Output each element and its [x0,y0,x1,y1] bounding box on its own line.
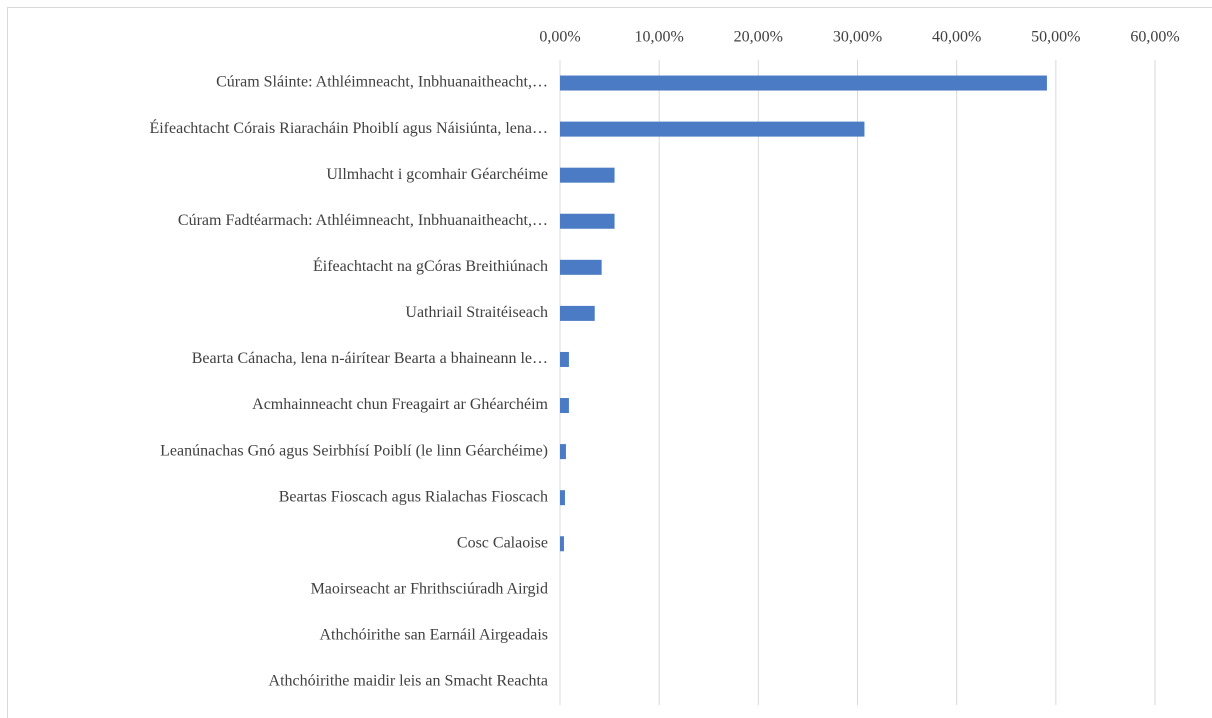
y-tick-label: Leanúnachas Gnó agus Seirbhísí Poiblí (l… [160,442,548,459]
y-tick-label: Beartas Fioscach agus Rialachas Fioscach [279,488,548,505]
x-tick-label: 10,00% [635,29,684,46]
chart-border [7,7,1212,718]
bar [560,351,569,367]
bar [560,444,566,460]
y-tick-label: Éifeachtacht Córais Riaracháin Phoiblí a… [149,118,548,137]
y-tick-label: Ullmhacht i gcomhair Géarchéime [326,166,548,183]
bar [560,398,569,414]
x-tick-label: 30,00% [833,29,882,46]
y-tick-label: Athchóirithe san Earnáil Airgeadais [319,627,548,644]
y-tick-label: Acmhainneacht chun Freagairt ar Ghéarché… [252,396,548,413]
y-tick-label: Cúram Sláinte: Athléimneacht, Inbhuanait… [216,74,548,91]
bar [560,75,1047,91]
y-tick-label: Cúram Fadtéarmach: Athléimneacht, Inbhua… [178,212,548,229]
bar [560,121,865,137]
y-tick-label: Uathriail Straitéiseach [405,304,548,321]
bar [560,259,602,275]
y-tick-label: Bearta Cánacha, lena n-áirítear Bearta a… [192,350,548,367]
y-tick-label: Athchóirithe maidir leis an Smacht Reach… [269,673,548,690]
bar [560,536,564,552]
x-tick-label: 40,00% [932,29,981,46]
y-tick-label: Cosc Calaoise [457,534,548,551]
y-tick-label: Éifeachtacht na gCóras Breithiúnach [313,256,548,275]
bar [560,213,615,229]
bar [560,167,615,183]
bar [560,305,595,321]
bar [560,490,565,506]
x-tick-label: 60,00% [1130,29,1179,46]
x-tick-label: 50,00% [1031,29,1080,46]
y-tick-label: Maoirseacht ar Fhrithsciúradh Airgid [311,580,548,597]
x-tick-label: 0,00% [539,29,580,46]
x-tick-label: 20,00% [734,29,783,46]
